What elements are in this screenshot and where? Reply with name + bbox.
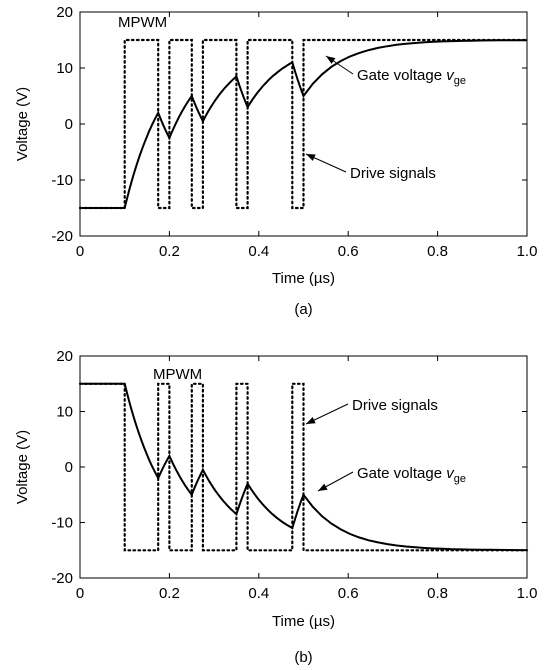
drive-arrow-head	[306, 154, 316, 161]
drive-signals-label: Drive signals	[352, 397, 438, 414]
y-tick-label: 0	[65, 459, 73, 476]
x-tick-label: 0.4	[248, 585, 269, 602]
gate-voltage-var: v	[446, 465, 455, 482]
y-tick-label: -20	[51, 228, 73, 245]
y-axis-title: Voltage (V)	[14, 87, 31, 161]
drive-signals-label: Drive signals	[350, 165, 436, 182]
x-tick-label: 0.2	[159, 585, 180, 602]
y-tick-label: 20	[56, 348, 73, 365]
x-axis-title: Time (µs)	[272, 613, 335, 630]
x-tick-label: 0.8	[427, 243, 448, 260]
gate-voltage-var: v	[446, 67, 455, 84]
panel-caption: (a)	[294, 301, 312, 318]
gate-voltage-label: Gate voltage vge	[357, 465, 466, 485]
x-tick-label: 0.4	[248, 243, 269, 260]
y-axis-title: Voltage (V)	[14, 430, 31, 504]
y-tick-label: 20	[56, 4, 73, 21]
y-tick-label: 10	[56, 60, 73, 77]
gate-voltage-label-text: Gate voltage	[357, 67, 446, 84]
gate-voltage-sub: ge	[454, 473, 466, 485]
x-tick-label: 0.8	[427, 585, 448, 602]
y-tick-label: 10	[56, 404, 73, 421]
chart-panel-b: 0 0.2 0.4 0.6 0.8 1.0 -20 -10 0 10 20 Time (µs) Volt…	[14, 348, 537, 666]
gate-arrow-head	[318, 483, 328, 491]
gate-voltage-label-text: Gate voltage	[357, 465, 446, 482]
drive-arrow-head	[306, 416, 316, 424]
x-tick-label: 1.0	[517, 243, 538, 260]
x-tick-label: 0.6	[338, 243, 359, 260]
x-tick-label: 0.2	[159, 243, 180, 260]
drive-signal-line	[78, 382, 529, 552]
x-axis-title: Time (µs)	[272, 270, 335, 287]
gate-arrow-head	[326, 56, 336, 64]
mpwm-label: MPWM	[118, 14, 167, 31]
x-tick-label: 0	[76, 585, 84, 602]
gate-voltage-label: Gate voltage vge	[357, 67, 466, 87]
gate-voltage-sub: ge	[454, 75, 466, 87]
y-tick-label: -10	[51, 515, 73, 532]
x-tick-label: 1.0	[517, 585, 538, 602]
panel-caption: (b)	[294, 649, 312, 666]
x-tick-label: 0	[76, 243, 84, 260]
y-tick-label: -20	[51, 570, 73, 587]
mpwm-label: MPWM	[153, 366, 202, 383]
y-tick-label: -10	[51, 172, 73, 189]
y-tick-label: 0	[65, 116, 73, 133]
drive-signal-line	[78, 38, 529, 210]
x-tick-label: 0.6	[338, 585, 359, 602]
chart-panel-a: 0 0.2 0.4 0.6 0.8 1.0 -20 -10 0 10 20 Time (µs) Volt…	[14, 4, 537, 318]
